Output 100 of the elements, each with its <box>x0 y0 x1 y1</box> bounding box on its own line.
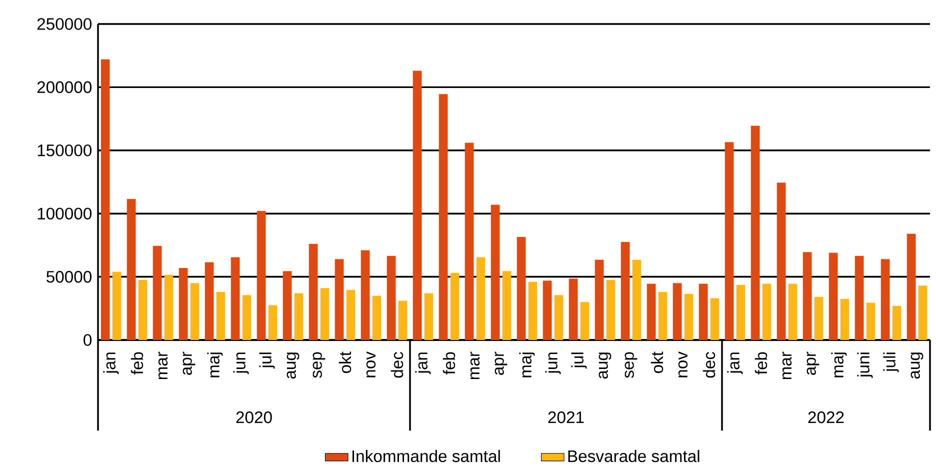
bar <box>164 274 174 340</box>
x-tick-label: nov <box>678 352 688 378</box>
bar <box>308 244 318 340</box>
bar <box>866 302 876 340</box>
bar <box>554 295 564 340</box>
bar <box>788 284 798 340</box>
bar <box>100 59 110 340</box>
text: 2021 <box>548 411 584 424</box>
y-tick-label: 100000 <box>38 208 92 220</box>
x-tick-label: sep <box>624 352 638 378</box>
x-tick-label: jan <box>103 352 119 374</box>
bar <box>724 142 734 340</box>
x-tick-label: feb <box>754 352 768 374</box>
x-tick-label: juni <box>857 352 873 378</box>
bar <box>646 284 656 340</box>
bar <box>672 283 682 340</box>
x-tick-label: mar <box>158 352 168 380</box>
bar <box>138 280 148 340</box>
x-tick-label: mar <box>782 352 792 380</box>
bar <box>242 295 252 340</box>
y-tick-label: 250000 <box>37 18 92 30</box>
bar <box>580 302 590 340</box>
bar <box>216 292 226 340</box>
y-tick-label: 200000 <box>37 81 92 94</box>
bar <box>360 250 370 340</box>
bar <box>542 280 552 340</box>
bar <box>802 252 812 340</box>
x-tick-label: nov <box>366 352 376 378</box>
x-tick-label: mar <box>470 352 480 380</box>
bar <box>750 126 760 340</box>
x-tick-label: feb <box>130 352 144 374</box>
x-tick-label: jun <box>233 352 249 374</box>
text: 2020 <box>236 411 272 424</box>
bar <box>684 294 694 340</box>
bar <box>918 286 928 340</box>
bar <box>126 199 136 340</box>
bar <box>438 94 448 340</box>
y-tick-label: 150000 <box>38 144 92 156</box>
bar <box>710 298 720 340</box>
x-tick-label: maj <box>831 352 847 378</box>
x-tick-label: aug <box>286 352 300 379</box>
x-tick-label: jun <box>545 352 561 374</box>
bar <box>594 260 604 340</box>
bar <box>320 288 330 340</box>
bar <box>854 256 864 340</box>
x-tick-label: okt <box>338 352 352 374</box>
text: 2022 <box>808 411 844 424</box>
bar <box>528 282 538 340</box>
bar <box>424 293 434 340</box>
bar <box>346 290 356 340</box>
x-tick-label: dec <box>390 352 404 378</box>
bar <box>372 296 382 340</box>
x-tick-label: feb <box>442 352 456 374</box>
bar <box>620 242 630 340</box>
x-tick-label: apr <box>494 352 508 375</box>
bar <box>840 298 850 340</box>
x-tick-label: maj <box>519 352 535 378</box>
x-tick-label: aug <box>598 352 612 379</box>
bar <box>386 256 396 340</box>
bar <box>398 300 408 340</box>
x-tick-label: apr <box>182 352 196 375</box>
bar <box>828 252 838 340</box>
bar <box>814 297 824 340</box>
bar <box>412 70 422 340</box>
x-tick-label: jul <box>259 352 275 369</box>
bar <box>606 280 616 340</box>
bar <box>190 283 200 340</box>
bar <box>658 292 668 340</box>
bar <box>464 142 474 340</box>
x-tick-label: dec <box>702 352 716 378</box>
bar <box>152 246 162 340</box>
bar <box>906 234 916 340</box>
y-tick-label: 50000 <box>46 270 92 283</box>
bar <box>476 257 486 340</box>
bar <box>736 285 746 340</box>
legend-label: Besvarade samtal <box>568 450 700 462</box>
bar <box>776 182 786 340</box>
x-tick-label: sep <box>312 352 326 378</box>
bar <box>698 284 708 340</box>
legend-label: Inkommande samtal <box>352 450 500 462</box>
x-tick-label: jul <box>571 352 587 369</box>
x-tick-label: aug <box>910 352 924 379</box>
y-tick-label: 0 <box>84 334 92 346</box>
x-tick-label: apr <box>806 352 820 375</box>
x-tick-label: jan <box>415 352 431 374</box>
bar <box>568 278 578 340</box>
bar <box>490 204 500 340</box>
bar <box>112 272 122 340</box>
bar <box>516 236 526 340</box>
bar <box>268 305 278 340</box>
bar <box>178 268 188 340</box>
bar <box>334 259 344 340</box>
bar <box>294 293 304 340</box>
bar <box>450 273 460 340</box>
bar <box>230 257 240 340</box>
bar <box>282 271 292 340</box>
x-tick-label: juli <box>883 352 899 372</box>
bar <box>204 262 214 340</box>
x-tick-label: jan <box>727 352 743 374</box>
bar <box>502 271 512 340</box>
